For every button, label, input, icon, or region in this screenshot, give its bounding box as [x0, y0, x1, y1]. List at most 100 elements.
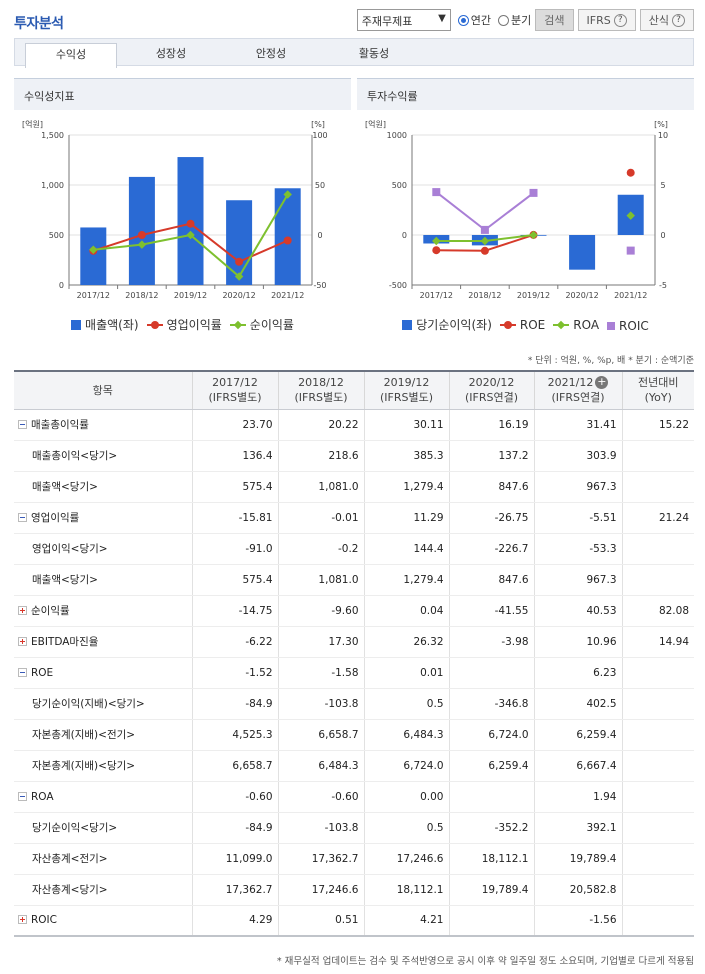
- search-button[interactable]: 검색: [535, 9, 574, 31]
- table-row: 자산총계<당기> 17,362.7 17,246.6 18,112.1 19,789.4…: [14, 874, 694, 906]
- collapse-icon[interactable]: [18, 420, 27, 429]
- table-cell: -1.58: [277, 657, 364, 689]
- header-year: 2019/12 (IFRS별도): [363, 370, 449, 410]
- add-column-icon[interactable]: +: [595, 375, 609, 390]
- table-cell: -103.8: [277, 688, 364, 720]
- row-label[interactable]: 영업이익률: [14, 502, 192, 534]
- table-cell: -14.75: [191, 595, 278, 627]
- data-point: [235, 257, 244, 266]
- header-year: 2017/12 (IFRS별도): [191, 370, 278, 410]
- radio-annual[interactable]: 연간: [457, 12, 491, 28]
- table-cell: 6,658.7: [191, 750, 278, 782]
- table-cell: 385.3: [363, 440, 449, 472]
- y-tick-label: 500: [392, 181, 407, 190]
- yoy-cell: [621, 874, 694, 906]
- data-point: [432, 236, 441, 246]
- chevron-down-icon: ▼: [438, 13, 446, 24]
- table-cell: [448, 657, 534, 689]
- expand-icon[interactable]: [18, 637, 27, 646]
- y2-tick-label: 0: [660, 231, 665, 240]
- profitability-chart: [억원] [%] 1,500 100 1,000 50 500 0 0 -50 2017/12 201…: [22, 119, 328, 300]
- table-row: 자본총계(지배)<전기> 4,525.3 6,658.7 6,484.3 6,724.0…: [14, 719, 694, 751]
- formula-help-button[interactable]: 산식 ?: [639, 9, 694, 31]
- panel-title: 수익성지표: [14, 78, 351, 110]
- legend-item: ROA: [553, 318, 599, 332]
- collapse-icon[interactable]: [18, 513, 27, 522]
- row-label: 매출액<당기>: [14, 471, 192, 503]
- statement-select[interactable]: 주재무제표 ▼: [356, 9, 451, 31]
- row-label[interactable]: EBITDA마진율: [14, 626, 192, 658]
- table-cell: 0.01: [363, 657, 449, 689]
- expand-icon[interactable]: [18, 606, 27, 615]
- bar: [569, 235, 596, 270]
- tab-activity[interactable]: 활동성: [358, 47, 390, 60]
- data-point: [432, 246, 441, 255]
- bar: [80, 227, 107, 285]
- table-cell: 0.5: [363, 688, 449, 720]
- header-year: 2018/12 (IFRS별도): [277, 370, 364, 410]
- radio-checked-icon: [457, 14, 469, 26]
- x-tick-label: 2019/12: [517, 291, 550, 300]
- table-cell: -84.9: [191, 688, 278, 720]
- yoy-cell: 15.22: [621, 409, 694, 441]
- table-row: 영업이익<당기> -91.0 -0.2 144.4 -226.7 -53.3: [14, 533, 694, 565]
- yoy-cell: [621, 781, 694, 813]
- statement-select-value: 주재무제표: [361, 15, 413, 28]
- table-cell: -0.60: [277, 781, 364, 813]
- table-cell: 17,246.6: [277, 874, 364, 906]
- x-tick-label: 2021/12: [614, 291, 647, 300]
- row-label[interactable]: ROIC: [14, 905, 192, 937]
- yoy-cell: [621, 905, 694, 937]
- header-yoy: 전년대비 (YoY): [621, 370, 694, 410]
- ifrs-help-button[interactable]: IFRS ?: [577, 9, 636, 31]
- tab-profitability[interactable]: 수익성: [25, 43, 117, 68]
- row-label[interactable]: 매출총이익률: [14, 409, 192, 441]
- table-cell: 0.51: [277, 905, 364, 937]
- data-point: [432, 188, 441, 197]
- table-cell: 6,658.7: [277, 719, 364, 751]
- tab-growth[interactable]: 성장성: [155, 47, 187, 60]
- data-point: [529, 188, 538, 197]
- table-cell: 575.4: [191, 471, 278, 503]
- table-cell: 0.04: [363, 595, 449, 627]
- yoy-cell: [621, 843, 694, 875]
- table-cell: 17.30: [277, 626, 364, 658]
- table-row: 매출총이익<당기> 136.4 218.6 385.3 137.2 303.9: [14, 440, 694, 472]
- collapse-icon[interactable]: [18, 791, 27, 801]
- y-axis-unit: [억원]: [22, 119, 43, 129]
- table-cell: [448, 905, 534, 937]
- table-row: ROIC 4.29 0.51 4.21 -1.56: [14, 905, 694, 937]
- table-cell: [448, 781, 534, 813]
- y-tick-label: 1,500: [41, 131, 64, 140]
- formula-button-label: 산식: [648, 14, 669, 27]
- table-cell: 6,667.4: [533, 750, 622, 782]
- row-label-text: 당기순이익<당기>: [32, 822, 118, 834]
- collapse-icon[interactable]: [18, 667, 27, 677]
- row-label-text: 매출액<당기>: [32, 481, 98, 493]
- data-point: [186, 219, 195, 228]
- data-point: [186, 230, 195, 240]
- row-label[interactable]: 순이익률: [14, 595, 192, 627]
- row-label[interactable]: ROA: [14, 781, 192, 813]
- header-year: 2020/12 (IFRS연결): [448, 370, 534, 410]
- table-row: 자본총계(지배)<당기> 6,658.7 6,484.3 6,724.0 6,259.4…: [14, 750, 694, 782]
- page-title: 투자분석: [14, 16, 64, 32]
- table-cell: 16.19: [448, 409, 534, 441]
- x-tick-label: 2021/12: [271, 291, 304, 300]
- legend-swatch: [402, 319, 413, 330]
- header: 투자분석 주재무제표 ▼ 연간 분기 검색 IFRS ? 산식 ?: [14, 8, 694, 34]
- bar: [226, 200, 253, 285]
- x-tick-label: 2018/12: [125, 291, 158, 300]
- y-tick-label: 500: [49, 231, 64, 240]
- radio-quarter[interactable]: 분기: [498, 12, 531, 28]
- legend-label: 당기순이익(좌): [416, 318, 492, 332]
- legend-label: 영업이익률: [166, 318, 222, 332]
- data-point: [283, 190, 292, 199]
- tab-stability[interactable]: 안정성: [255, 47, 287, 60]
- table-cell: 0.00: [363, 781, 449, 813]
- row-label[interactable]: ROE: [14, 657, 192, 689]
- table-cell: 18,112.1: [448, 843, 534, 875]
- table-row: 당기순이익<당기> -84.9 -103.8 0.5 -352.2 392.1: [14, 812, 694, 844]
- expand-icon[interactable]: [18, 915, 27, 925]
- table-cell: -0.2: [277, 533, 364, 565]
